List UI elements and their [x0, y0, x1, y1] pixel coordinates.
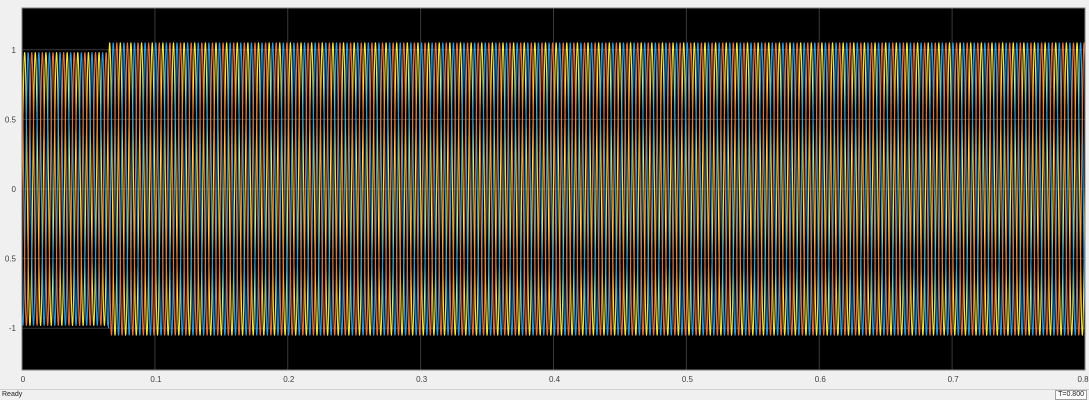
x-tick-label: 0.6 — [815, 375, 827, 384]
x-tick-label: 0.4 — [549, 375, 561, 384]
x-tick-label: 0.8 — [1077, 375, 1089, 384]
signal-line-2 — [21, 42, 1086, 336]
x-tick-label: 0.1 — [150, 375, 162, 384]
y-tick-label: 0.5 — [5, 115, 17, 124]
y-tick-label: 1 — [12, 46, 17, 55]
simulation-time-readout: T=0.800 — [1055, 390, 1087, 400]
plot-border — [21, 7, 1086, 371]
x-tick-label: 0.7 — [948, 375, 960, 384]
x-tick-label: 0.3 — [416, 375, 428, 384]
y-tick-label: 0.5 — [5, 255, 17, 264]
signal-line-1 — [21, 42, 1086, 336]
x-tick-label: 0 — [21, 375, 26, 384]
y-tick-label: 0 — [12, 185, 17, 194]
y-tick-label: -1 — [9, 324, 17, 333]
x-tick-label: 0.5 — [682, 375, 694, 384]
x-tick-label: 0.2 — [283, 375, 295, 384]
status-text: Ready — [2, 391, 23, 398]
signal-line-3 — [21, 42, 1086, 336]
